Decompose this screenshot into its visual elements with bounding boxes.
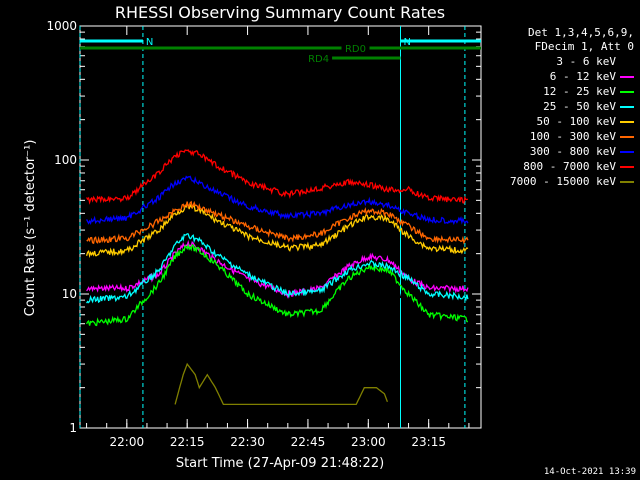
legend-header-line-2: FDecim 1, Att 0 <box>534 40 634 53</box>
legend-entry: 100 - 300 keV <box>474 129 634 144</box>
legend-entry-label: 800 - 7000 keV <box>523 160 616 173</box>
series-line <box>86 258 469 329</box>
legend-entry-label: 3 - 6 keV <box>556 55 616 68</box>
x-tick-label: 22:45 <box>291 435 326 449</box>
legend-entry: 7000 - 15000 keV <box>474 174 634 189</box>
x-tick-label: 22:15 <box>170 435 205 449</box>
annotation-label: RD0 <box>345 44 366 55</box>
chart-title: RHESSI Observing Summary Count Rates <box>115 3 445 22</box>
x-tick-label: 22:00 <box>110 435 145 449</box>
legend-entry-label: 300 - 800 keV <box>529 145 616 158</box>
legend-swatch <box>620 105 634 108</box>
y-tick-label: 10 <box>62 287 77 301</box>
legend-entry-label: 100 - 300 keV <box>529 130 616 143</box>
annotation-label: N <box>404 37 411 48</box>
legend-swatch <box>620 165 634 168</box>
legend-swatch <box>620 60 634 63</box>
legend-entry-label: 12 - 25 keV <box>543 85 616 98</box>
y-tick-label: 100 <box>54 153 77 167</box>
legend-swatch <box>620 135 634 138</box>
legend-swatch <box>620 75 634 78</box>
legend-entry: 12 - 25 keV <box>474 84 634 99</box>
legend-entry: 50 - 100 keV <box>474 114 634 129</box>
series-line <box>86 239 469 299</box>
series-line <box>86 200 469 245</box>
x-tick-label: 23:00 <box>351 435 386 449</box>
legend-entry-label: 6 - 12 keV <box>549 70 616 83</box>
legend-entry: 300 - 800 keV <box>474 144 634 159</box>
series-line <box>86 149 469 205</box>
plot-frame <box>79 25 482 429</box>
x-axis-label: Start Time (27-Apr-09 21:48:22) <box>176 456 384 471</box>
legend-swatch <box>620 150 634 153</box>
series-line <box>174 362 389 406</box>
plot-area: 1 10 100 1000 22:00 22:15 22:30 22:45 23:00 23:15… <box>46 19 482 449</box>
series-line <box>86 243 469 327</box>
legend-entry: 6 - 12 keV <box>474 69 634 84</box>
legend-swatch <box>620 120 634 123</box>
annotation-label: N <box>146 37 153 48</box>
series-line <box>86 175 469 226</box>
footer-timestamp: 14-Oct-2021 13:39 <box>543 467 636 477</box>
series-line <box>86 233 469 304</box>
y-tick-label: 1 <box>69 421 77 435</box>
y-axis-label: Count Rate (s⁻¹ detector⁻¹) <box>23 140 38 317</box>
legend-swatch <box>620 180 634 183</box>
legend-entry-label: 25 - 50 keV <box>543 100 616 113</box>
x-tick-label: 22:30 <box>230 435 265 449</box>
x-tick-label: 23:15 <box>411 435 446 449</box>
legend-rows: 3 - 6 keV 6 - 12 keV 12 - 25 keV 25 - 50 ke… <box>474 54 634 189</box>
legend-entry-label: 50 - 100 keV <box>536 115 616 128</box>
legend-swatch <box>620 90 634 93</box>
annotation-label: RD4 <box>308 54 329 65</box>
legend-header-line-1: Det 1,3,4,5,6,9, <box>528 26 634 39</box>
legend-entry: 800 - 7000 keV <box>474 159 634 174</box>
legend-entry-label: 7000 - 15000 keV <box>510 175 616 188</box>
y-tick-label: 1000 <box>46 19 77 33</box>
legend-entry: 3 - 6 keV <box>474 54 634 69</box>
legend-entry: 25 - 50 keV <box>474 99 634 114</box>
legend: Det 1,3,4,5,6,9, FDecim 1, Att 0 3 - 6 k… <box>474 26 634 189</box>
series-line <box>85 202 469 259</box>
